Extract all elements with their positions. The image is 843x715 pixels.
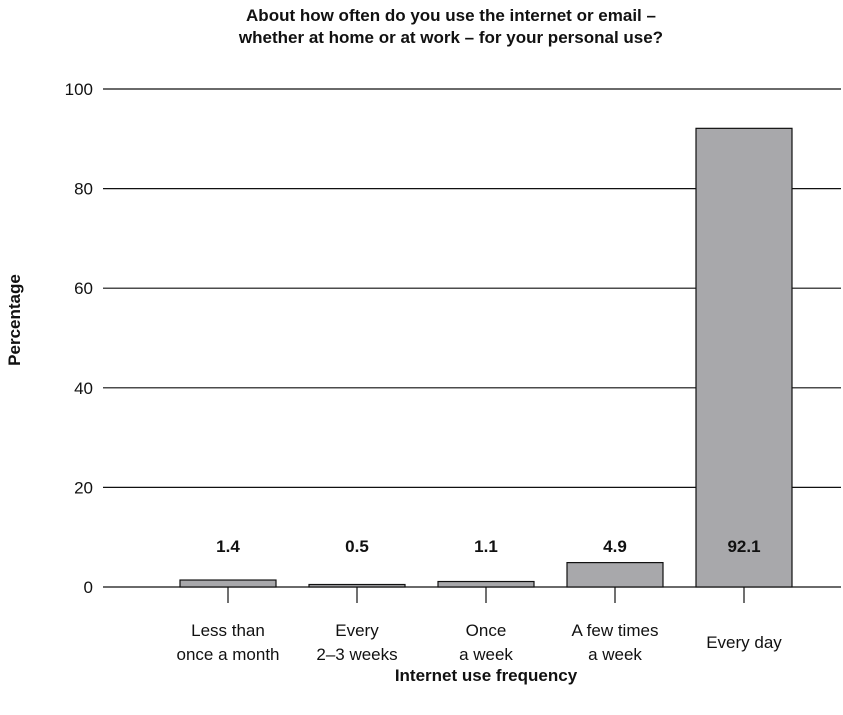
category-label: A few times [572, 621, 659, 640]
x-ticks [227, 587, 745, 603]
x-axis-title: Internet use frequency [395, 666, 578, 685]
category-label: a week [588, 645, 642, 664]
chart-title: About how often do you use the internet … [238, 6, 663, 47]
category-label: Less than [191, 621, 265, 640]
category-label: Every [335, 621, 379, 640]
bar [179, 579, 277, 588]
category-label: once a month [176, 645, 279, 664]
category-label: Once [466, 621, 507, 640]
category-label: Every day [706, 633, 782, 652]
chart-title-line: whether at home or at work – for your pe… [238, 28, 663, 47]
data-label: 0.5 [345, 537, 369, 556]
y-tick-label: 40 [74, 379, 93, 398]
bar [566, 561, 664, 588]
bars [179, 127, 793, 588]
y-tick-label: 0 [84, 578, 93, 597]
data-label: 1.4 [216, 537, 240, 556]
y-axis-title: Percentage [5, 274, 24, 366]
y-tick-label: 100 [65, 80, 93, 99]
data-label: 1.1 [474, 537, 498, 556]
category-labels: Less than once a month Every 2–3 weeks Once a… [176, 621, 782, 664]
data-labels: 1.4 0.5 1.1 4.9 92.1 [216, 537, 760, 556]
data-label: 4.9 [603, 537, 627, 556]
chart-title-line: About how often do you use the internet … [246, 6, 656, 25]
bar [308, 583, 406, 588]
bar [437, 580, 535, 588]
bar [695, 127, 793, 588]
category-label: 2–3 weeks [316, 645, 397, 664]
data-label: 92.1 [727, 537, 760, 556]
y-tick-label: 60 [74, 279, 93, 298]
y-tick-label: 20 [74, 478, 93, 497]
y-tick-label: 80 [74, 180, 93, 199]
y-tick-labels: 0 20 40 60 80 100 [65, 80, 93, 597]
category-label: a week [459, 645, 513, 664]
